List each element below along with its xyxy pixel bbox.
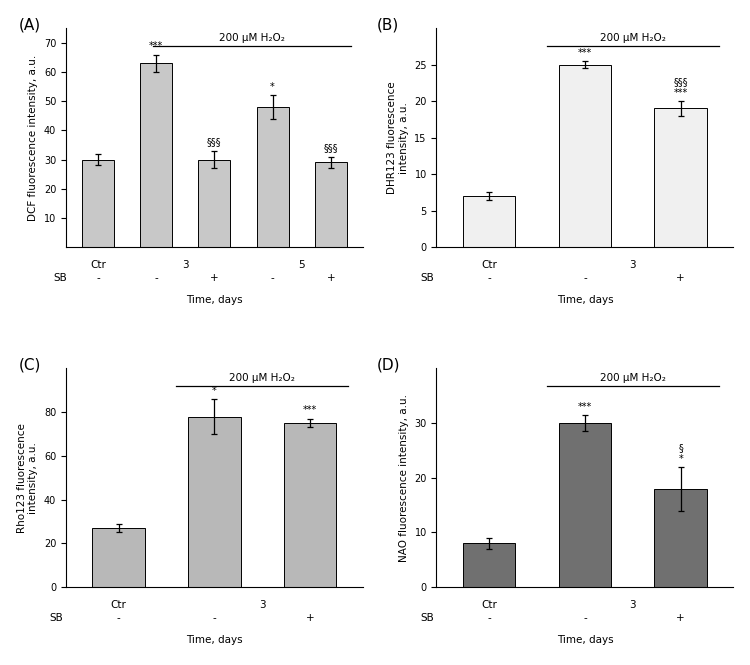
Text: -: - [583, 273, 586, 283]
Text: §§§: §§§ [323, 144, 338, 154]
Bar [92, 528, 145, 587]
Text: Ctr: Ctr [482, 600, 497, 610]
Text: SB: SB [50, 613, 63, 623]
Bar [559, 423, 611, 587]
Bar [140, 63, 172, 247]
Bar [463, 196, 515, 247]
Text: -: - [488, 273, 491, 283]
Text: -: - [117, 613, 121, 623]
Text: 200 μM H₂O₂: 200 μM H₂O₂ [219, 33, 285, 43]
Text: (D): (D) [377, 358, 400, 372]
Text: Time, days: Time, days [556, 295, 614, 305]
Text: (B): (B) [377, 17, 399, 33]
Text: ***: *** [578, 48, 592, 58]
Text: 200 μM H₂O₂: 200 μM H₂O₂ [600, 372, 666, 382]
Bar [463, 543, 515, 587]
Text: 5: 5 [298, 260, 305, 270]
Text: *: * [212, 386, 217, 396]
Y-axis label: NAO fluorescence intensity, a.u.: NAO fluorescence intensity, a.u. [399, 394, 409, 562]
Text: SB: SB [53, 273, 67, 283]
Text: Time, days: Time, days [186, 295, 243, 305]
Text: 3: 3 [182, 260, 188, 270]
Bar [256, 107, 289, 247]
Text: Ctr: Ctr [482, 260, 497, 270]
Text: -: - [488, 613, 491, 623]
Text: Ctr: Ctr [90, 260, 106, 270]
Bar [559, 65, 611, 247]
Text: +: + [306, 613, 314, 623]
Text: 3: 3 [629, 260, 636, 270]
Text: 200 μM H₂O₂: 200 μM H₂O₂ [600, 33, 666, 43]
Text: -: - [271, 273, 274, 283]
Text: -: - [96, 273, 100, 283]
Text: ***: *** [303, 406, 317, 416]
Bar [315, 162, 346, 247]
Text: §
*: § * [678, 443, 683, 464]
Text: §§§: §§§ [207, 138, 222, 148]
Text: §§§
***: §§§ *** [674, 77, 688, 98]
Bar [284, 423, 337, 587]
Text: Time, days: Time, days [556, 635, 614, 645]
Text: Ctr: Ctr [111, 600, 127, 610]
Text: (C): (C) [19, 358, 40, 372]
Text: Time, days: Time, days [186, 635, 243, 645]
Text: ***: *** [149, 41, 164, 51]
Text: 3: 3 [629, 600, 636, 610]
Text: *: * [270, 82, 275, 92]
Bar [654, 489, 707, 587]
Text: 200 μM H₂O₂: 200 μM H₂O₂ [230, 372, 296, 382]
Y-axis label: Rho123 fluorescence
intensity, a.u.: Rho123 fluorescence intensity, a.u. [16, 423, 38, 533]
Text: -: - [583, 613, 586, 623]
Bar [654, 108, 707, 247]
Y-axis label: DHR123 fluorescence
intensity, a.u.: DHR123 fluorescence intensity, a.u. [387, 81, 409, 194]
Text: (A): (A) [19, 17, 40, 33]
Text: SB: SB [420, 273, 434, 283]
Bar [82, 160, 114, 247]
Bar [198, 160, 230, 247]
Text: SB: SB [420, 613, 434, 623]
Text: -: - [154, 273, 158, 283]
Text: +: + [326, 273, 335, 283]
Text: +: + [676, 613, 685, 623]
Text: ***: *** [578, 402, 592, 412]
Y-axis label: DCF fluorescence intensity, a.u.: DCF fluorescence intensity, a.u. [28, 55, 38, 221]
Text: -: - [212, 613, 216, 623]
Text: +: + [676, 273, 685, 283]
Bar [188, 416, 241, 587]
Text: +: + [210, 273, 219, 283]
Text: 3: 3 [259, 600, 266, 610]
